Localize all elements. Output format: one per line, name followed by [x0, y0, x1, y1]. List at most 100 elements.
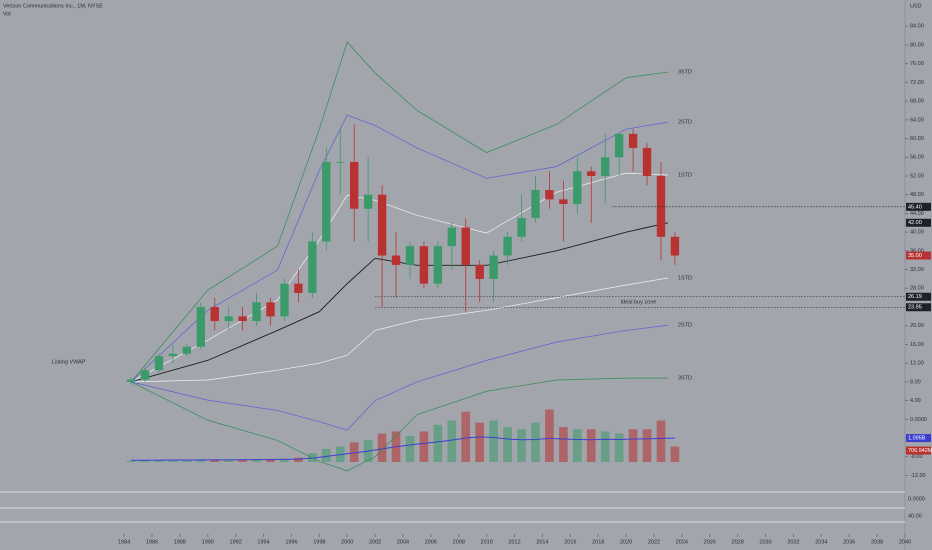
volume-bar [475, 422, 485, 462]
candle-body [545, 190, 554, 200]
x-tick-label: 2012 [508, 539, 520, 545]
candle-body [308, 241, 317, 293]
y-tick-label: 12.00 [910, 361, 924, 367]
y-tick-label: 60.00 [910, 136, 924, 142]
x-tick-label: 2004 [397, 539, 409, 545]
x-tick-label: 1992 [230, 539, 242, 545]
candle-body [461, 227, 470, 265]
candle-body [531, 190, 540, 219]
band-line [130, 222, 669, 383]
candle-body [350, 161, 359, 209]
volume-bar [642, 429, 652, 462]
candle-body [419, 246, 429, 284]
candle-body [405, 246, 415, 265]
volume-ma [131, 436, 675, 461]
volume-bar [321, 448, 331, 462]
candle-body [266, 302, 275, 317]
x-tick-label: 2028 [732, 539, 744, 545]
candle-body [587, 171, 596, 176]
y-tick-label: 20.00 [910, 323, 924, 329]
candle-body [294, 283, 303, 293]
candle-body [475, 264, 484, 279]
price-box-label: 35.00 [908, 253, 922, 259]
band-label: 1STD [678, 275, 692, 281]
y-tick-label: 44.00 [910, 211, 924, 217]
candle-body [489, 255, 498, 279]
x-tick-label: 1984 [118, 539, 130, 545]
x-tick-label: 2010 [481, 539, 493, 545]
y-tick-label: 72.00 [910, 80, 924, 86]
candle-body [154, 356, 164, 371]
volume-label: 706.942M [908, 448, 932, 454]
annotation: Ideal buy zone [621, 299, 657, 305]
y-tick-label: -12.00 [910, 473, 926, 479]
x-tick-label: 2038 [871, 539, 883, 545]
x-tick-label: 1990 [202, 539, 214, 545]
candle-body [614, 133, 624, 158]
band-line [130, 324, 668, 431]
volume-bar [280, 458, 289, 462]
candle-body [628, 133, 638, 148]
x-tick-label: 2024 [676, 539, 688, 545]
volume-bar [168, 460, 178, 462]
x-tick-label: 2018 [592, 539, 604, 545]
volume-bar [517, 429, 526, 462]
candle-body [391, 255, 401, 265]
candle-body [336, 161, 345, 163]
y-tick-label: 8.00 [910, 379, 921, 385]
band-label: 2STD [678, 323, 692, 329]
band-label: 3STD [678, 70, 692, 76]
y-tick-label: 28.00 [910, 286, 924, 292]
volume-bar [614, 433, 624, 462]
x-tick-label: 1998 [313, 539, 325, 545]
volume-bar [489, 420, 498, 462]
band-line [130, 114, 669, 383]
y-tick-label: 36.00 [910, 248, 924, 254]
y-tick-label: 76.00 [910, 61, 924, 67]
candle-body [140, 370, 150, 380]
band-label: 2STD [678, 120, 692, 126]
x-tick-label: 2026 [704, 539, 716, 545]
x-tick-label: 2016 [564, 539, 576, 545]
candle-body [601, 157, 610, 176]
y-tick-label: 48.00 [910, 192, 924, 198]
candle-body [126, 379, 136, 382]
x-tick-label: 1996 [285, 539, 297, 545]
volume-bar [656, 420, 666, 462]
candle-body [573, 171, 582, 205]
volume-bar [377, 433, 387, 462]
price-box-label: 23.95 [908, 305, 922, 311]
x-tick-label: 2014 [536, 539, 548, 545]
band-label: Listing VWAP [52, 359, 86, 365]
volume-bar [349, 442, 359, 462]
volume-bar [266, 458, 275, 462]
volume-bar [670, 446, 680, 462]
y-tick-label: 40.00 [910, 230, 924, 236]
price-box-label: 26.19 [908, 294, 922, 300]
candle-body [447, 227, 456, 247]
legend: Vol [3, 11, 11, 17]
volume-bar [559, 427, 568, 462]
price-box [906, 292, 931, 301]
candle-body [559, 199, 568, 205]
candle-body [503, 236, 512, 256]
volume-bar [154, 460, 164, 462]
candle-body [656, 175, 666, 237]
candle-body [642, 147, 652, 176]
band-line [130, 41, 668, 383]
volume-bar [503, 427, 512, 462]
pane-label: 0.0000 [908, 496, 925, 502]
y-tick-label: -8.00 [910, 454, 923, 460]
candle-body [168, 353, 178, 357]
volume-ma-box [906, 434, 931, 443]
x-tick-label: 2040 [899, 539, 911, 545]
band-label: 1STD [678, 172, 692, 178]
volume-bar [252, 459, 261, 462]
y-tick-label: 84.00 [910, 24, 924, 30]
y-tick-label: 56.00 [910, 155, 924, 161]
y-tick-label: 52.00 [910, 173, 924, 179]
candle-body [210, 307, 219, 322]
candle-body [238, 316, 247, 322]
